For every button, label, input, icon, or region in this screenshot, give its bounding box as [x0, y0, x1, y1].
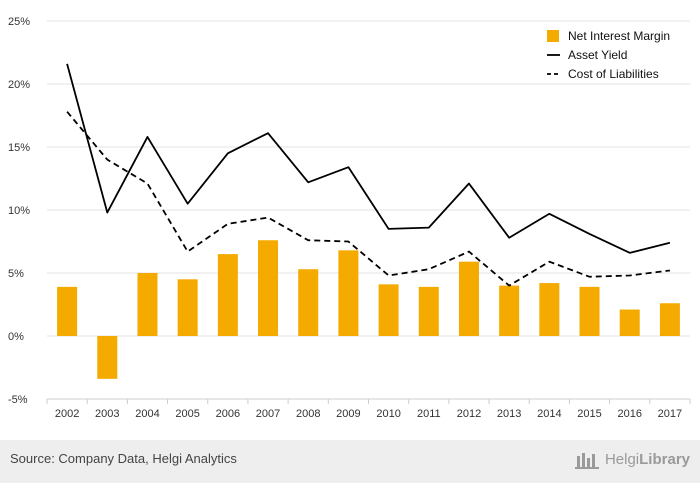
brand-name-bold: Library	[639, 450, 690, 468]
y-tick-label: 20%	[8, 79, 30, 91]
line-cost-of-liabilities	[66, 111, 671, 287]
bar-net-interest-margin	[338, 250, 359, 336]
x-tick-label: 2013	[497, 408, 521, 420]
bar-net-interest-margin	[378, 284, 399, 336]
bar-net-interest-margin	[458, 261, 479, 336]
bar-net-interest-margin	[97, 336, 118, 379]
lines	[66, 63, 671, 287]
bar-net-interest-margin	[258, 240, 279, 336]
x-tick-label: 2005	[175, 408, 199, 420]
legend-swatch	[547, 30, 559, 42]
source-note: Source: Company Data, Helgi Analytics	[10, 451, 237, 466]
bar-net-interest-margin	[418, 286, 439, 336]
bars	[57, 240, 680, 379]
x-tick-label: 2007	[256, 408, 280, 420]
bar-net-interest-margin	[177, 279, 198, 336]
x-tick-label: 2016	[617, 408, 641, 420]
x-tick-label: 2012	[457, 408, 481, 420]
y-tick-label: 5%	[8, 268, 24, 280]
bar-net-interest-margin	[579, 286, 600, 336]
bar-net-interest-margin	[298, 269, 319, 336]
legend-label: Cost of Liabilities	[568, 67, 659, 81]
x-tick-label: 2002	[55, 408, 79, 420]
x-tick-label: 2011	[417, 408, 441, 420]
x-tick-label: 2006	[216, 408, 240, 420]
bar-net-interest-margin	[217, 254, 238, 336]
y-axis: 25% 20% 15% 10% 5% 0% -5%	[8, 16, 30, 406]
x-tick-label: 2009	[336, 408, 360, 420]
legend-label: Net Interest Margin	[568, 29, 670, 43]
chart: 25% 20% 15% 10% 5% 0% -5% 2002 2003 2004 2005 2006…	[8, 16, 691, 420]
bar-net-interest-margin	[499, 285, 520, 336]
bar-net-interest-margin	[619, 309, 640, 336]
library-icon	[574, 453, 599, 469]
y-tick-label: 10%	[8, 205, 30, 217]
x-axis: 2002 2003 2004 2005 2006 2007 2008 2009 2010 2011…	[46, 398, 691, 420]
brand-name-light: Helgi	[604, 450, 640, 468]
x-tick-label: 2014	[537, 408, 561, 420]
line-asset-yield	[66, 63, 671, 254]
x-tick-label: 2008	[296, 408, 320, 420]
bar-net-interest-margin	[659, 303, 680, 336]
legend-label: Asset Yield	[568, 48, 627, 62]
x-tick-label: 2004	[135, 408, 159, 420]
y-tick-label: 0%	[8, 331, 24, 343]
legend: Net Interest Margin Asset Yield Cost of Li…	[547, 29, 670, 81]
y-tick-label: 15%	[8, 142, 30, 154]
bar-net-interest-margin	[539, 283, 560, 336]
bar-net-interest-margin	[137, 273, 158, 336]
y-tick-label: -5%	[8, 394, 28, 406]
bar-net-interest-margin	[57, 286, 78, 336]
x-tick-label: 2003	[95, 408, 119, 420]
x-tick-label: 2010	[376, 408, 400, 420]
x-tick-label: 2015	[577, 408, 601, 420]
y-tick-label: 25%	[8, 16, 30, 28]
brand-logo: Helgi Library	[574, 449, 690, 469]
footer: Source: Company Data, Helgi Analytics He…	[0, 440, 700, 483]
x-tick-label: 2017	[658, 408, 682, 420]
